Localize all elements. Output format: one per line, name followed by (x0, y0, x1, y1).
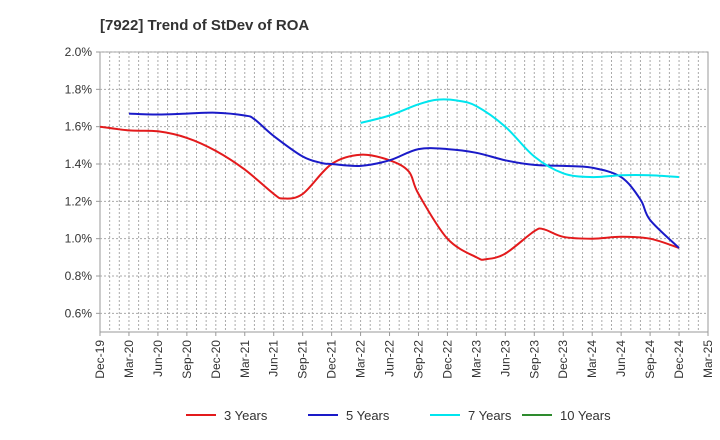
y-tick-label: 1.8% (65, 82, 93, 96)
x-tick-label: Dec-19 (93, 340, 107, 379)
legend: 3 Years 5 Years 7 Years 10 Years (186, 408, 611, 423)
x-tick-label: Sep-22 (411, 340, 425, 379)
series-lines (99, 98, 680, 261)
x-tick-label: Dec-20 (209, 340, 223, 379)
chart-title: [7922] Trend of StDev of ROA (100, 17, 309, 34)
y-tick-label: 1.2% (65, 194, 93, 208)
plot-area (99, 51, 709, 333)
x-tick-label: Mar-20 (122, 340, 136, 378)
x-tick-label: Sep-21 (296, 340, 310, 379)
x-tick-label: Jun-24 (614, 340, 628, 377)
x-tick-label: Mar-23 (469, 340, 483, 378)
x-tick-label: Dec-23 (556, 340, 570, 379)
legend-label: 7 Years (468, 408, 512, 423)
x-tick-label: Sep-23 (527, 340, 541, 379)
series-line-3-years (99, 125, 680, 261)
x-tick-label: Mar-24 (585, 340, 599, 378)
y-tick-label: 1.4% (65, 157, 93, 171)
series-line-5-years (128, 111, 680, 249)
x-tick-label: Dec-24 (672, 340, 686, 379)
x-tick-label: Dec-21 (325, 340, 339, 379)
legend-label: 10 Years (560, 408, 611, 423)
x-tick-label: Jun-21 (267, 340, 281, 377)
x-tick-label: Jun-20 (151, 340, 165, 377)
series-line-7-years (360, 98, 680, 179)
y-tick-label: 0.8% (65, 269, 93, 283)
x-axis: Dec-19 Mar-20 Jun-20 Sep-20 Dec-20 Mar-21 Jun-… (93, 332, 715, 379)
y-tick-label: 1.6% (65, 120, 93, 134)
x-tick-label: Mar-25 (701, 340, 715, 378)
y-tick-label: 2.0% (65, 45, 93, 59)
y-axis: 2.0% 1.8% 1.6% 1.4% 1.2% 1.0% 0.8% 0.6% (65, 45, 100, 320)
x-tick-label: Mar-21 (238, 340, 252, 378)
legend-label: 3 Years (224, 408, 268, 423)
y-tick-label: 1.0% (65, 232, 93, 246)
x-tick-label: Jun-23 (498, 340, 512, 377)
x-tick-label: Jun-22 (383, 340, 397, 377)
legend-label: 5 Years (346, 408, 390, 423)
x-tick-label: Sep-20 (180, 340, 194, 379)
gridlines (100, 51, 708, 332)
x-tick-label: Mar-22 (354, 340, 368, 378)
y-tick-label: 0.6% (65, 306, 93, 320)
x-tick-label: Sep-24 (643, 340, 657, 379)
x-tick-label: Dec-22 (440, 340, 454, 379)
